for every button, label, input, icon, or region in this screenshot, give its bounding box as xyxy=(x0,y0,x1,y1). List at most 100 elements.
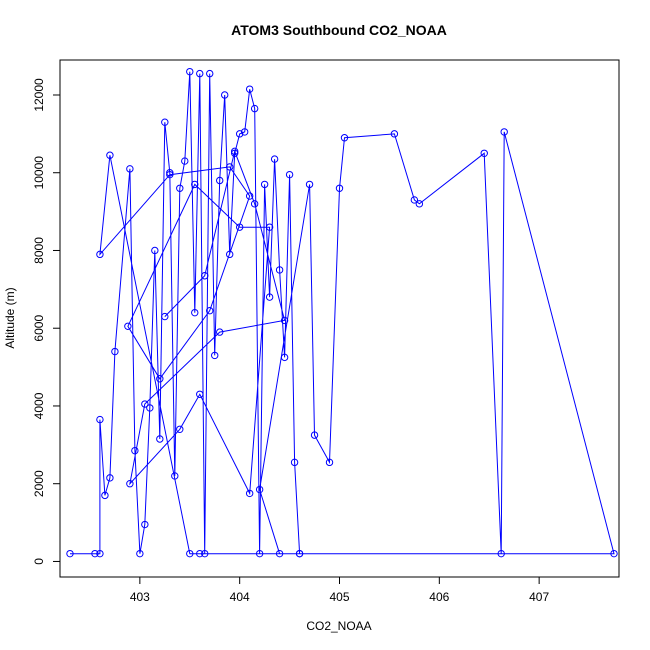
data-point xyxy=(181,157,189,165)
data-point xyxy=(101,491,109,500)
plot-frame xyxy=(59,59,620,578)
data-point xyxy=(161,118,169,126)
data-point xyxy=(250,200,259,208)
x-axis-label: CO2_NOAA xyxy=(306,619,371,633)
x-axis: 403 404 405 406 407 xyxy=(130,576,549,604)
y-tick-label: 12000 xyxy=(32,78,46,112)
y-tick-label: 4000 xyxy=(32,392,46,419)
data-point xyxy=(497,549,505,558)
x-tick-label: 405 xyxy=(329,590,349,604)
data-point xyxy=(305,180,314,189)
data-point xyxy=(126,165,134,173)
data-point xyxy=(186,549,194,558)
data-point xyxy=(265,293,274,301)
data-point xyxy=(260,180,269,189)
data-point xyxy=(196,549,204,558)
data-point xyxy=(136,549,144,558)
data-point xyxy=(255,485,264,494)
data-point xyxy=(240,128,249,136)
data-point xyxy=(96,415,104,424)
data-point xyxy=(285,170,294,179)
y-tick-label: 10000 xyxy=(32,156,46,190)
data-point xyxy=(156,375,164,383)
data-point xyxy=(196,390,204,399)
data-point xyxy=(250,104,259,113)
data-point xyxy=(230,147,239,156)
data-point xyxy=(610,549,618,558)
data-point xyxy=(275,549,284,558)
data-point xyxy=(290,458,299,467)
data-point xyxy=(225,163,234,171)
data-point xyxy=(280,316,289,325)
y-axis-label: Altitude (m) xyxy=(3,287,17,348)
data-point xyxy=(176,184,184,192)
data-point xyxy=(265,223,274,231)
data-point xyxy=(216,328,224,336)
y-tick-label: 0 xyxy=(32,558,46,565)
data-point xyxy=(340,134,349,142)
data-point xyxy=(235,130,244,138)
y-tick-label: 2000 xyxy=(32,470,46,497)
data-point xyxy=(201,549,209,558)
data-point xyxy=(325,458,334,467)
x-tick-label: 407 xyxy=(529,590,549,604)
data-point xyxy=(96,250,104,259)
data-point xyxy=(310,431,319,439)
x-tick-label: 403 xyxy=(130,590,150,604)
data-point xyxy=(91,549,99,558)
data-point xyxy=(141,520,149,529)
data-point xyxy=(235,223,244,231)
data-point xyxy=(500,128,508,136)
data-point xyxy=(191,308,199,317)
y-tick-label: 8000 xyxy=(32,237,46,264)
data-point xyxy=(410,196,419,204)
data-point xyxy=(201,272,209,280)
data-point xyxy=(211,351,219,360)
y-axis: 0 2000 4000 6000 8000 10000 12000 xyxy=(32,78,61,565)
data-point xyxy=(66,549,74,558)
data-point xyxy=(186,67,194,76)
data-point xyxy=(275,266,284,274)
data-point xyxy=(390,130,399,138)
data-point xyxy=(216,176,224,185)
data-point xyxy=(245,489,254,498)
data-point xyxy=(335,184,344,192)
data-point xyxy=(124,322,132,330)
x-tick-label: 406 xyxy=(429,590,449,604)
data-point xyxy=(106,151,114,159)
data-point xyxy=(245,192,254,200)
data-point xyxy=(171,472,179,480)
data-point xyxy=(191,180,199,189)
data-point xyxy=(126,480,134,488)
data-point xyxy=(151,246,159,255)
data-point xyxy=(131,446,139,455)
data-point xyxy=(245,85,254,93)
data-point xyxy=(206,69,214,78)
data-point xyxy=(141,400,149,408)
data-point xyxy=(196,69,204,78)
data-point xyxy=(255,549,264,558)
data-point xyxy=(146,404,154,412)
data-point xyxy=(225,250,234,259)
data-point xyxy=(270,155,279,163)
data-point xyxy=(206,307,214,315)
data-point xyxy=(106,474,114,482)
data-point xyxy=(221,91,229,99)
data-point xyxy=(295,549,304,558)
y-tick-label: 6000 xyxy=(32,315,46,342)
data-point xyxy=(111,347,119,356)
chart-title: ATOM3 Southbound CO2_NOAA xyxy=(231,22,447,38)
data-point xyxy=(96,549,104,558)
series-line xyxy=(70,71,615,555)
data-point xyxy=(166,170,174,179)
data-point xyxy=(230,149,239,157)
data-point xyxy=(161,312,169,321)
x-tick-label: 404 xyxy=(230,590,250,604)
data-point xyxy=(280,353,289,362)
data-point xyxy=(415,200,424,208)
data-point xyxy=(166,169,174,177)
data-point xyxy=(176,425,184,433)
data-point xyxy=(480,149,488,157)
series-layer xyxy=(66,67,618,558)
